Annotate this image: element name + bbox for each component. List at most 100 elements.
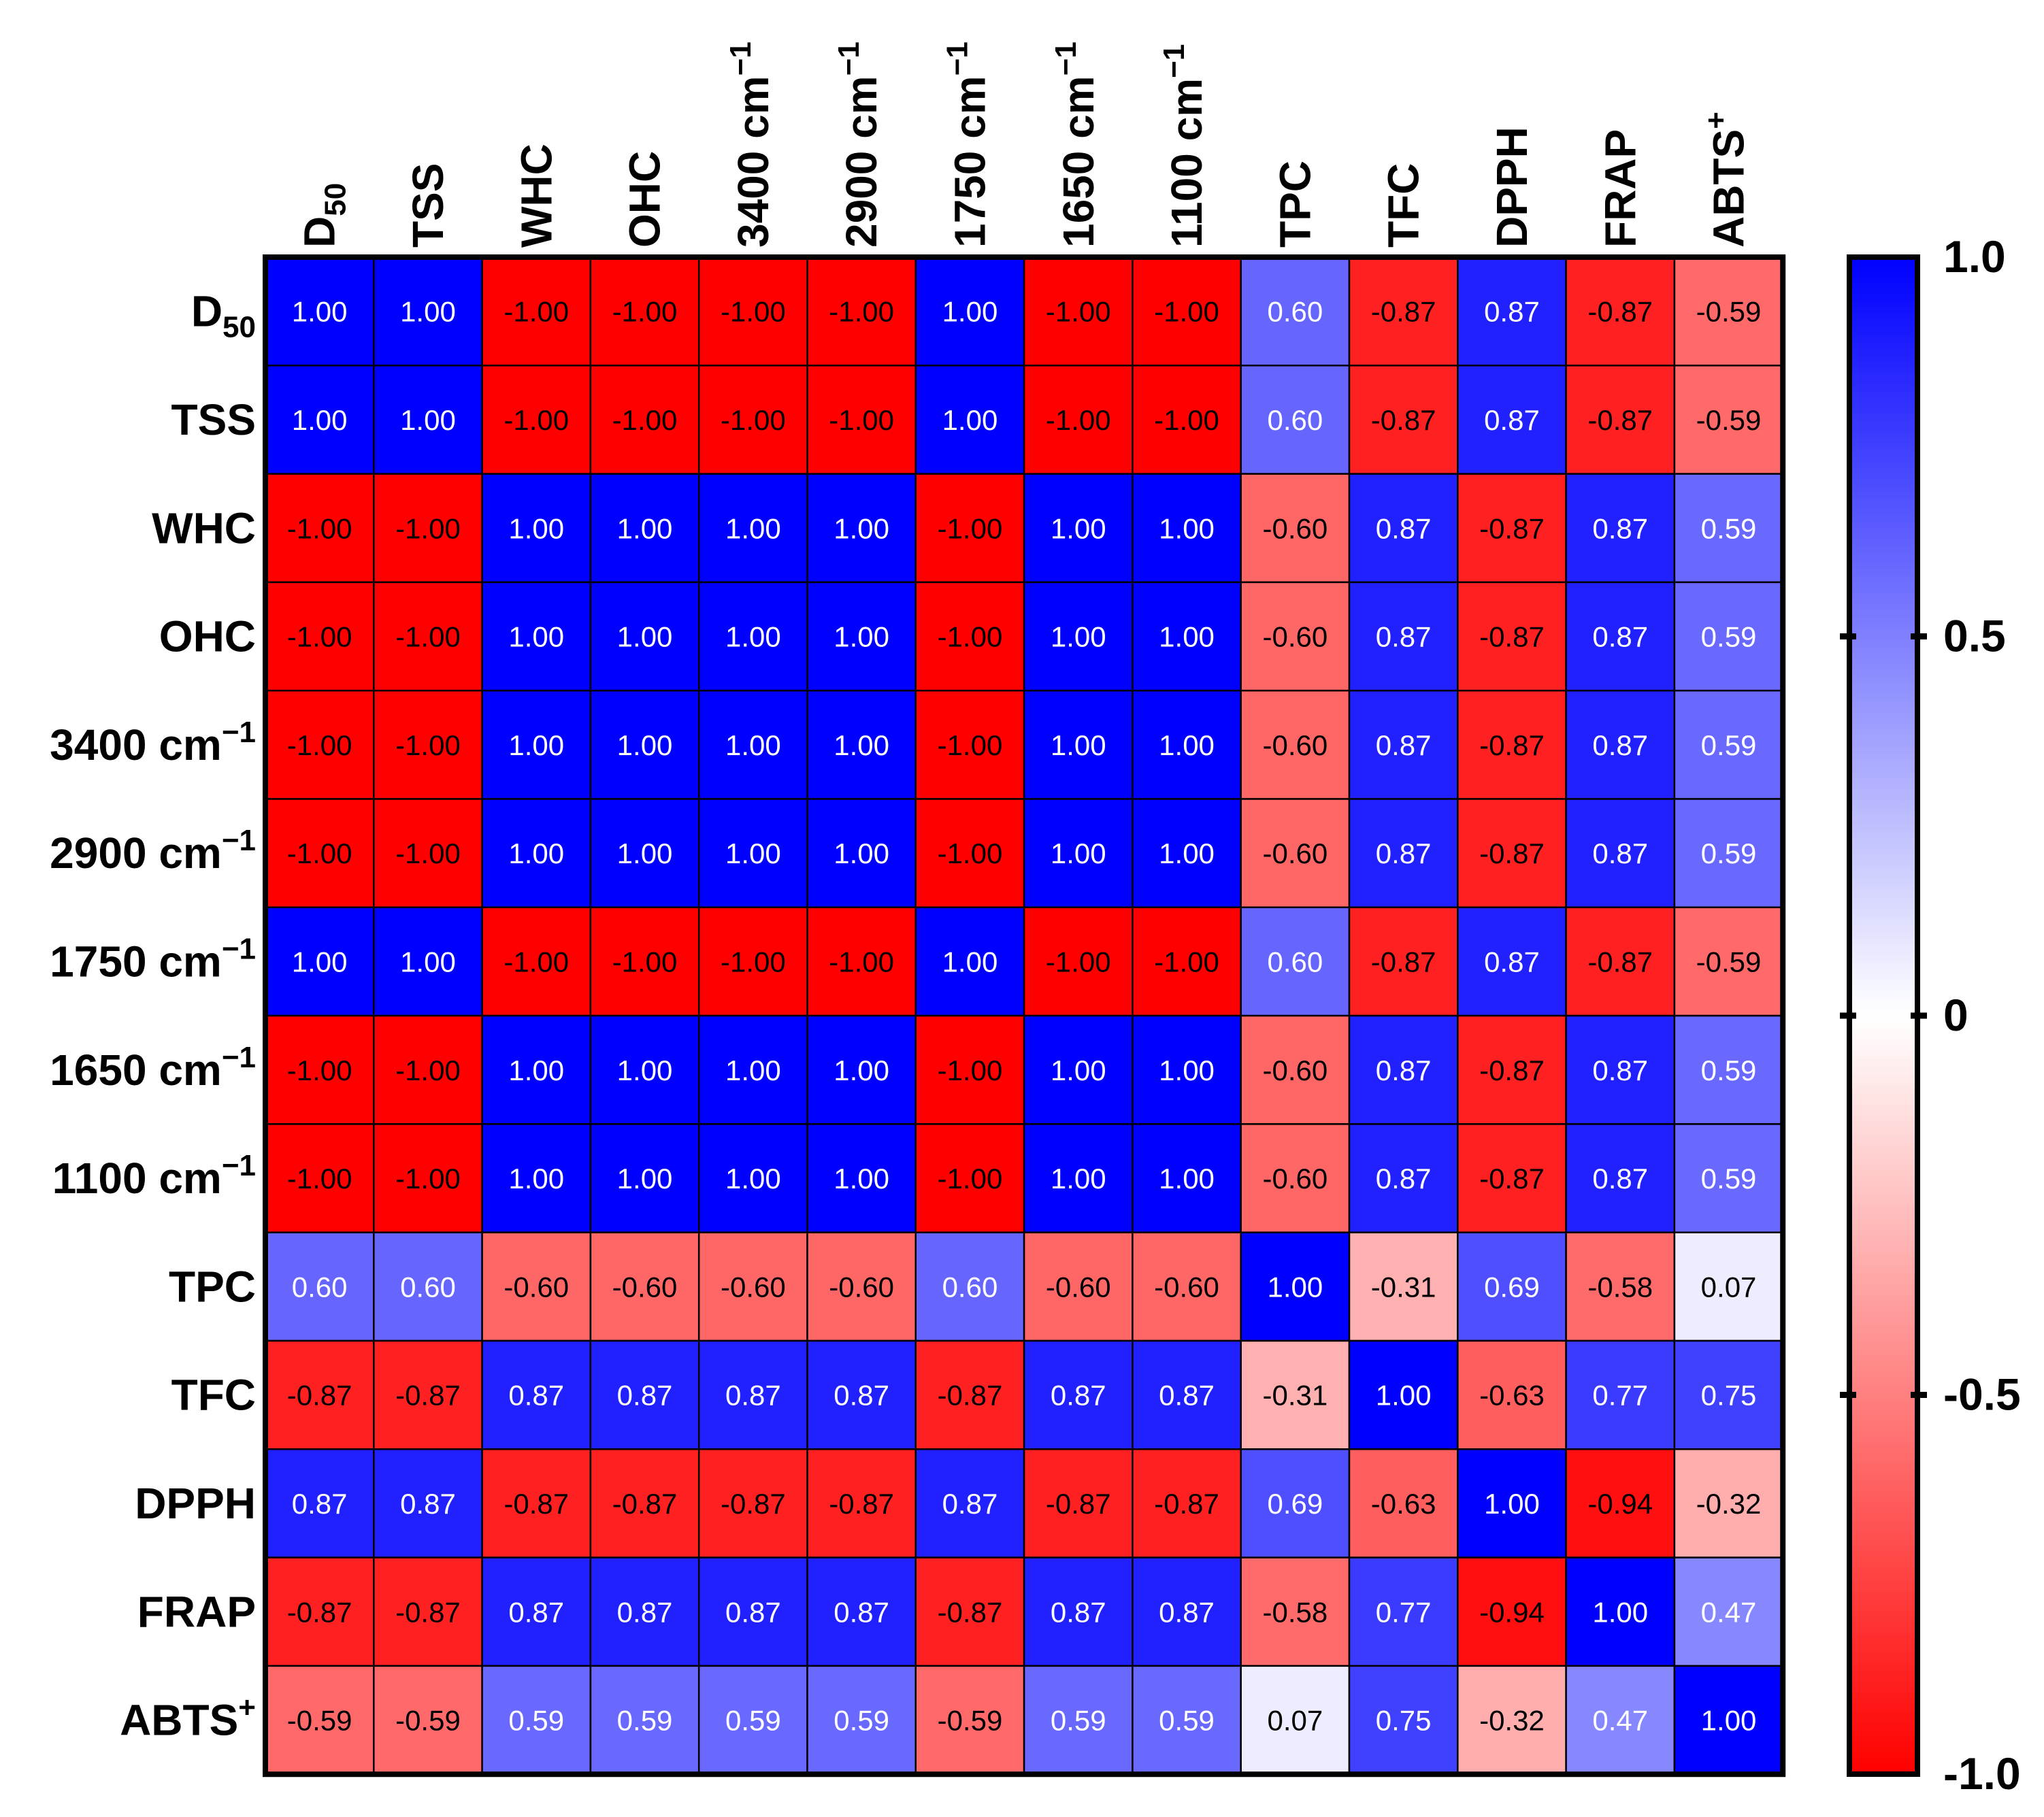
cell-value-label: 1.00 [1484, 1488, 1540, 1520]
cell-value-label: -0.59 [938, 1705, 1003, 1737]
heatmap-cell [1348, 581, 1459, 692]
y-tick-label: TFC [171, 1371, 256, 1420]
cell-value-label: -0.58 [1262, 1596, 1328, 1628]
heatmap-cell [1348, 689, 1459, 800]
x-tick-label: 1100 cm−1 [1157, 44, 1211, 248]
cell-value-label: 0.59 [1159, 1705, 1215, 1737]
heatmap-cell [1023, 1339, 1134, 1450]
heatmap-cell [589, 906, 700, 1017]
cell-value-label: -0.87 [1479, 1054, 1545, 1086]
heatmap-cell [1023, 365, 1134, 475]
heatmap-cell [589, 1123, 700, 1233]
cell-value-label: -0.87 [1479, 621, 1545, 653]
cell-value-label: 0.69 [1267, 1488, 1323, 1520]
cell-value-label: -0.87 [938, 1596, 1003, 1628]
heatmap-cell [1565, 1231, 1676, 1342]
heatmap-border [263, 254, 1786, 1778]
heatmap-cell [1457, 1339, 1567, 1450]
heatmap-cell [1673, 1448, 1784, 1558]
heatmap-cell [1457, 256, 1567, 367]
colorbar-tick-label: 1.0 [1943, 231, 2006, 282]
cell-value-label: 0.47 [1592, 1705, 1648, 1737]
y-tick-label: 1750 cm−1 [50, 932, 256, 986]
cell-value-label: 0.87 [1159, 1596, 1215, 1628]
heatmap-cell [373, 1448, 483, 1558]
x-tick-label: D50 [295, 183, 352, 248]
heatmap-cell-labels: 1.00 1.00 -1.00 -1.00 -1.00 -1.00 1.00 -1.00 -1.… [287, 296, 1762, 1737]
heatmap-cell [697, 1339, 808, 1450]
heatmap-cell [914, 1014, 1025, 1125]
heatmap-cell [264, 1014, 375, 1125]
heatmap-cell [806, 256, 917, 367]
cell-value-label: 1.00 [508, 729, 564, 761]
y-tick-label: 1100 cm−1 [52, 1149, 256, 1203]
y-tick-label: 2900 cm−1 [50, 824, 256, 878]
y-tick-label: 3400 cm−1 [50, 716, 256, 769]
cell-value-label: 1.00 [1159, 1054, 1215, 1086]
cell-value-label: 0.87 [508, 1596, 564, 1628]
heatmap-cell [914, 1339, 1025, 1450]
heatmap-cell [373, 1231, 483, 1342]
heatmap-cell [1348, 798, 1459, 909]
heatmap-cell [1673, 365, 1784, 475]
cell-value-label: -1.00 [504, 404, 569, 436]
heatmap-cell [1132, 1665, 1242, 1776]
cell-value-label: -1.00 [395, 621, 461, 653]
x-tick-label: 2900 cm−1 [832, 41, 886, 248]
cell-value-label: 0.59 [508, 1705, 564, 1737]
cell-value-label: 1.00 [725, 621, 781, 653]
cell-value-label: -0.59 [1696, 404, 1762, 436]
x-tick-label: ABTS+ [1700, 112, 1753, 248]
cell-value-label: 1.00 [400, 946, 456, 978]
cell-value-label: -1.00 [287, 621, 352, 653]
heatmap-cell [1457, 798, 1567, 909]
cell-value-label: 0.87 [1376, 729, 1432, 761]
cell-value-label: -0.87 [612, 1488, 678, 1520]
heatmap-cell [1348, 1339, 1459, 1450]
colorbar-gradient [1847, 254, 1920, 1777]
heatmap-cell [1457, 1014, 1567, 1125]
heatmap-cells [263, 254, 1786, 1778]
heatmap-cell [806, 1665, 917, 1776]
heatmap-cell [373, 1014, 483, 1125]
heatmap-cell [806, 1014, 917, 1125]
cell-value-label: 1.00 [508, 1163, 564, 1195]
heatmap-cell [1348, 1665, 1459, 1776]
cell-value-label: -0.60 [1262, 1054, 1328, 1086]
heatmap-cell [806, 1339, 917, 1450]
cell-value-label: -1.00 [504, 946, 569, 978]
heatmap-cell [1132, 581, 1242, 692]
cell-value-label: 1.00 [1701, 1705, 1757, 1737]
heatmap-cell [1132, 1123, 1242, 1233]
heatmap-cell [1457, 1665, 1567, 1776]
heatmap-cell [1457, 1123, 1567, 1233]
heatmap-cell [697, 1231, 808, 1342]
heatmap-cell [1565, 689, 1676, 800]
cell-value-label: -0.87 [287, 1596, 352, 1628]
cell-value-label: 0.59 [1701, 1163, 1757, 1195]
cell-value-label: -1.00 [938, 621, 1003, 653]
cell-value-label: 0.87 [1484, 296, 1540, 328]
heatmap-cell [1457, 1231, 1567, 1342]
cell-value-label: 0.60 [1267, 946, 1323, 978]
cell-value-label: -0.87 [1479, 729, 1545, 761]
heatmap-cell [697, 581, 808, 692]
cell-value-label: -0.87 [1587, 404, 1653, 436]
colorbar-tick-label: 0.5 [1943, 611, 2006, 661]
cell-value-label: -0.87 [1479, 512, 1545, 544]
heatmap-cell [589, 798, 700, 909]
cell-value-label: 1.00 [725, 1163, 781, 1195]
cell-value-label: 0.59 [1701, 729, 1757, 761]
cell-value-label: -0.60 [829, 1271, 894, 1303]
heatmap-cell [697, 1665, 808, 1776]
cell-value-label: -0.87 [829, 1488, 894, 1520]
cell-value-label: 0.87 [508, 1380, 564, 1412]
x-tick-label: FRAP [1596, 129, 1645, 248]
x-tick-label: 3400 cm−1 [724, 41, 778, 248]
cell-value-label: 0.87 [1051, 1596, 1106, 1628]
cell-value-label: 1.00 [834, 1054, 889, 1086]
heatmap-cell [1023, 1556, 1134, 1667]
cell-value-label: 1.00 [617, 621, 673, 653]
cell-value-label: 1.00 [1051, 1163, 1106, 1195]
cell-value-label: 1.00 [1159, 512, 1215, 544]
